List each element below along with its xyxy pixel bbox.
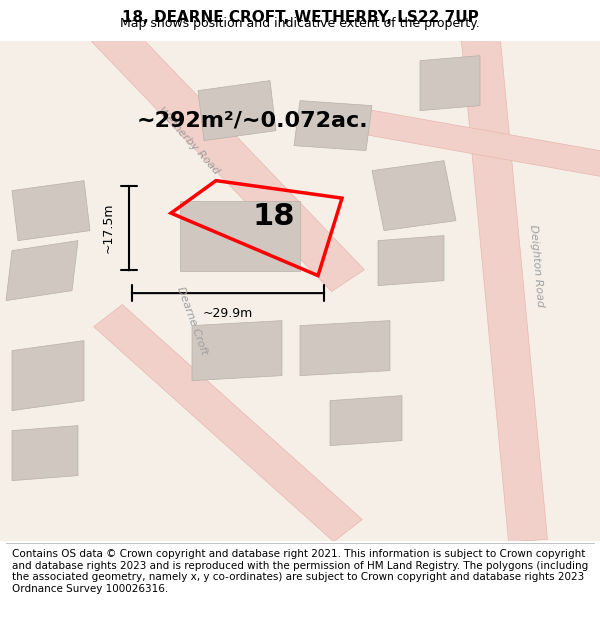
- Polygon shape: [330, 396, 402, 446]
- Polygon shape: [461, 29, 547, 542]
- Text: ~17.5m: ~17.5m: [101, 203, 115, 253]
- Polygon shape: [30, 41, 570, 541]
- Text: Deighton Road: Deighton Road: [529, 224, 545, 308]
- Text: Wetherby Road: Wetherby Road: [157, 105, 221, 176]
- Text: ~292m²/~0.072ac.: ~292m²/~0.072ac.: [136, 111, 368, 131]
- Polygon shape: [198, 81, 276, 141]
- Polygon shape: [12, 426, 78, 481]
- Polygon shape: [94, 304, 362, 542]
- Polygon shape: [300, 321, 390, 376]
- Polygon shape: [192, 321, 282, 381]
- Text: 18, DEARNE CROFT, WETHERBY, LS22 7UP: 18, DEARNE CROFT, WETHERBY, LS22 7UP: [122, 10, 478, 25]
- Text: Contains OS data © Crown copyright and database right 2021. This information is : Contains OS data © Crown copyright and d…: [12, 549, 588, 594]
- Text: Dearne Croft: Dearne Croft: [175, 285, 209, 356]
- Polygon shape: [420, 56, 480, 111]
- Polygon shape: [372, 161, 456, 231]
- Polygon shape: [0, 41, 600, 541]
- Polygon shape: [294, 101, 372, 151]
- Polygon shape: [180, 201, 300, 271]
- Polygon shape: [12, 181, 90, 241]
- Polygon shape: [12, 341, 84, 411]
- Text: Map shows position and indicative extent of the property.: Map shows position and indicative extent…: [120, 18, 480, 31]
- Text: ~29.9m: ~29.9m: [203, 307, 253, 319]
- Polygon shape: [378, 236, 444, 286]
- Polygon shape: [92, 20, 364, 291]
- Text: 18: 18: [253, 202, 295, 231]
- Polygon shape: [327, 103, 600, 178]
- Polygon shape: [6, 241, 78, 301]
